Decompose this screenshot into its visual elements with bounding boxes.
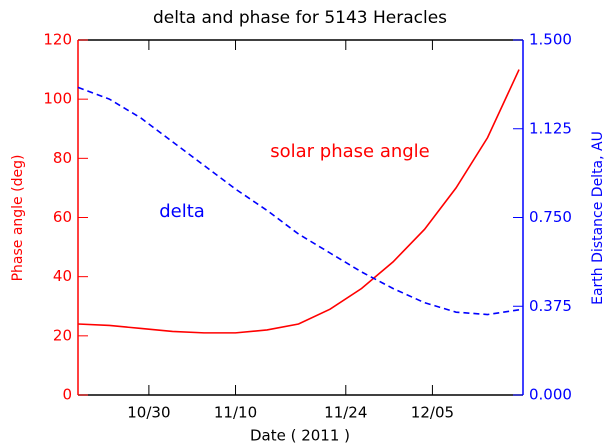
x-tick-label: 11/24: [324, 404, 367, 422]
series-label: solar phase angle: [270, 141, 430, 162]
x-tick-label: 10/30: [127, 404, 170, 422]
series-line: [77, 69, 520, 334]
y2-tick-label: 0.375: [529, 297, 572, 315]
y2-tick-label: 1.500: [529, 31, 572, 49]
y2-axis-label: Earth Distance Delta, AU: [590, 131, 606, 305]
y2-tick-label: 0.000: [529, 386, 572, 404]
x-tick-label: 11/10: [214, 404, 257, 422]
y-tick-label: 120: [43, 31, 72, 49]
y2-tick-label: 0.750: [529, 208, 572, 226]
x-tick-label: 12/05: [411, 404, 454, 422]
y-axis-label: Phase angle (deg): [10, 155, 26, 282]
y-tick-label: 20: [53, 326, 72, 344]
chart-title: delta and phase for 5143 Heracles: [153, 8, 447, 28]
y-tick-label: 80: [53, 149, 72, 167]
y-tick-label: 0: [62, 386, 72, 404]
x-axis-label: Date ( 2011 ): [250, 427, 350, 445]
y-tick-label: 100: [43, 90, 72, 108]
series-label: delta: [159, 201, 205, 222]
series-line: [77, 86, 520, 316]
y2-tick-label: 1.125: [529, 119, 572, 137]
y-tick-label: 40: [53, 267, 72, 285]
y-tick-label: 60: [53, 208, 72, 226]
